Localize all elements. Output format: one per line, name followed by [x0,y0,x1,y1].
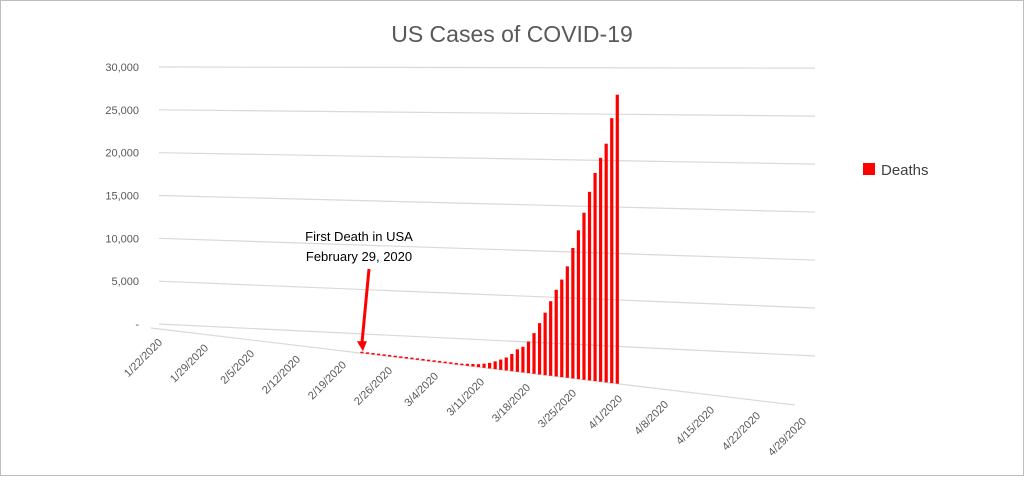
bar [510,354,514,372]
bar [460,363,464,366]
x-tick-label: 4/8/2020 [632,399,671,438]
x-tick-label: 4/29/2020 [766,416,809,459]
bar [587,191,592,381]
x-tick-label: 3/4/2020 [402,370,441,409]
bar [388,355,392,357]
x-tick-label: 2/26/2020 [352,365,395,408]
bar [543,312,547,376]
bar [504,357,508,371]
annotation-line-1: First Death in USA [305,229,413,244]
x-tick-label: 2/12/2020 [260,354,303,397]
x-tick-label: 2/5/2020 [218,348,257,387]
bar [554,289,558,377]
x-tick-label: 1/22/2020 [122,337,165,380]
legend-swatch-deaths [863,163,875,175]
y-tick-label: 5,000 [111,276,139,288]
gridline [158,323,816,357]
chart-title: US Cases of COVID-19 [391,21,633,47]
bar [454,362,458,365]
annotation-arrow-head [356,341,367,352]
bar [443,361,447,364]
x-tick-label: 4/22/2020 [720,410,763,453]
gridline [158,237,816,261]
gridlines [150,66,816,406]
bar [393,355,397,358]
y-tick-label: 20,000 [105,148,139,160]
gridline [158,280,816,309]
bar [582,212,586,380]
bar [599,157,603,382]
x-tick-label: 3/25/2020 [536,387,579,430]
bar [499,359,503,370]
bar [371,353,375,355]
x-axis-ticks: 1/22/2020 1/29/2020 2/5/2020 2/12/2020 2/19/… [122,337,809,459]
y-tick-label: 25,000 [105,105,139,117]
bar [438,360,442,363]
floor-edge [150,327,796,406]
y-axis-ticks: - 5,000 10,000 15,000 20,000 25,000 30,000 [105,62,139,331]
bar [360,351,364,354]
bar [382,354,386,356]
bar [515,349,519,372]
bar [376,353,381,356]
annotation-arrow-shaft [360,268,371,344]
bar [399,356,403,358]
bar [488,362,492,369]
bar [593,172,597,382]
x-tick-label: 1/29/2020 [168,342,211,385]
annotation: First Death in USA February 29, 2020 [305,229,413,352]
bar [410,357,414,360]
bar [471,363,475,367]
bar [415,358,420,360]
bars [360,94,619,384]
bar [604,143,608,383]
legend-label-deaths: Deaths [881,162,929,179]
bar [449,362,453,364]
gridline [158,66,816,69]
bar [476,364,481,368]
bar [421,359,425,361]
bar [482,363,486,368]
bar [493,361,497,370]
x-tick-label: 4/15/2020 [674,404,717,447]
bar [365,352,370,354]
bar [576,230,581,380]
x-tick-label: 3/11/2020 [445,376,488,419]
bar [465,363,470,366]
legend: Deaths [863,162,929,179]
x-tick-label: 4/1/2020 [586,393,625,432]
bar [571,248,575,379]
bar [526,341,531,374]
bar [549,301,553,376]
bar [560,279,564,378]
y-tick-label: 15,000 [105,191,139,203]
y-tick-label: - [135,319,139,331]
gridline [158,109,816,117]
bar [404,357,408,359]
y-tick-label: 10,000 [105,233,139,245]
bar [432,360,436,362]
bar [532,333,536,374]
bar [521,346,525,373]
bar [426,359,431,362]
bar [610,118,614,384]
gridline [158,152,816,165]
gridline [158,194,816,213]
x-tick-label: 2/19/2020 [306,359,349,402]
x-tick-label: 3/18/2020 [490,382,533,425]
bar [537,323,542,375]
y-tick-label: 30,000 [105,62,139,74]
bar [565,266,569,378]
bar [615,94,619,384]
annotation-line-2: February 29, 2020 [306,249,412,264]
